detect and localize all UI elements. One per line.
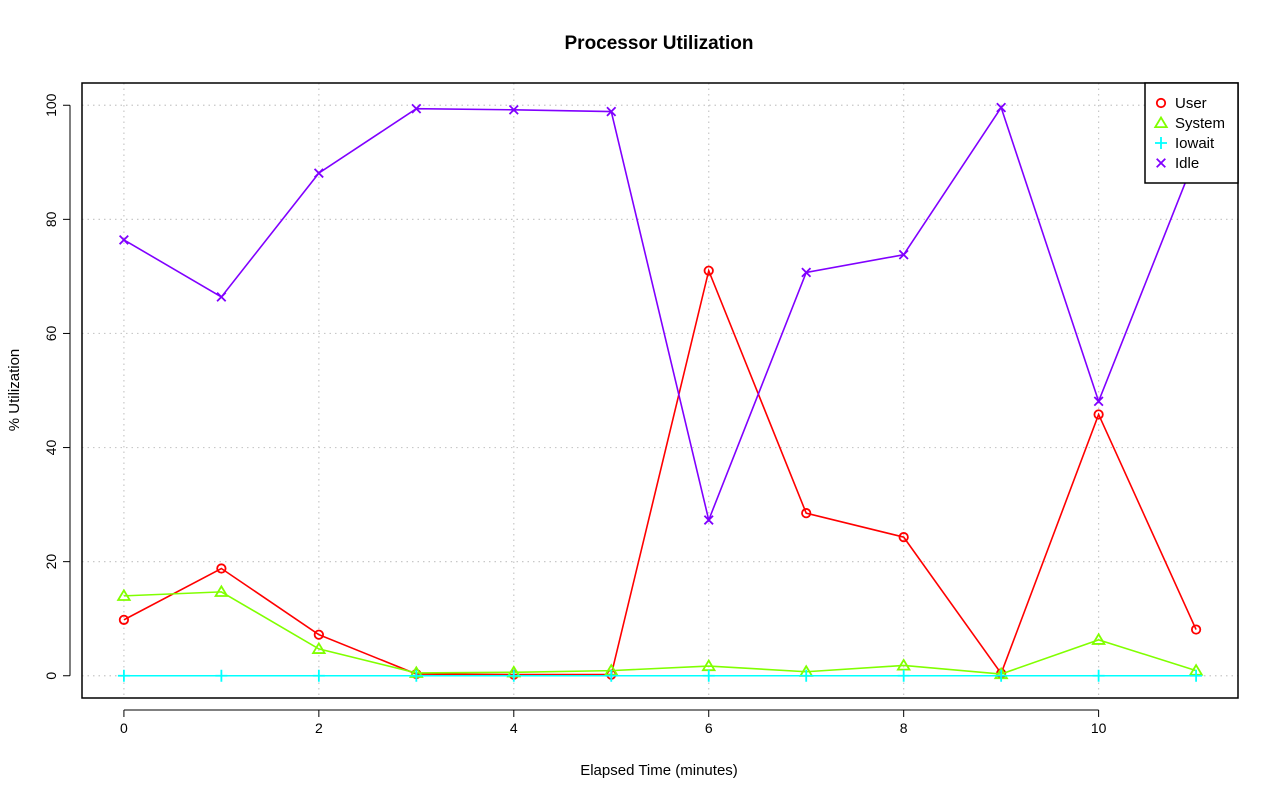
legend-item-user: User [1155, 95, 1207, 112]
data-point-iowait [800, 669, 813, 682]
data-point-user [898, 532, 909, 543]
legend-marker-user [1155, 97, 1167, 109]
data-point-iowait [605, 669, 618, 682]
legend-item-idle: Idle [1156, 155, 1199, 172]
data-point-system [214, 584, 229, 597]
data-point-user [703, 265, 714, 276]
series-line-system [123, 591, 1197, 675]
series-line-idle [123, 105, 1197, 523]
x-tick-label: 4 [510, 720, 518, 736]
data-point-iowait [507, 669, 520, 682]
data-point-user [313, 629, 324, 640]
data-point-idle [801, 267, 812, 278]
data-point-iowait [1092, 669, 1105, 682]
series-iowait [117, 669, 1203, 682]
y-tick-label: 60 [43, 325, 59, 341]
series-system [116, 584, 1204, 680]
data-point-system [311, 641, 327, 654]
data-point-iowait [410, 669, 423, 682]
data-point-user [1190, 624, 1202, 635]
data-point-iowait [117, 669, 130, 682]
data-point-user [118, 614, 130, 625]
y-tick-label: 0 [43, 672, 59, 680]
data-point-iowait [995, 669, 1008, 682]
legend-label-system: System [1175, 115, 1225, 132]
data-point-user [1093, 409, 1104, 420]
plot-frame [81, 82, 1239, 699]
data-point-system [116, 588, 132, 601]
y-axis-label: % Utilization [6, 349, 23, 432]
legend-label-user: User [1175, 95, 1207, 112]
data-point-idle [898, 249, 909, 260]
y-tick-label: 20 [43, 554, 59, 570]
y-tick-label: 40 [43, 440, 59, 456]
data-point-iowait [215, 669, 228, 682]
data-point-idle [313, 168, 324, 179]
data-point-iowait [702, 669, 715, 682]
x-tick-label: 10 [1091, 720, 1107, 736]
grid-lines [82, 83, 1238, 698]
x-axis-label: Elapsed Time (minutes) [580, 762, 738, 779]
data-point-idle [606, 106, 617, 117]
legend-item-iowait: Iowait [1155, 135, 1215, 152]
series-idle [118, 102, 1202, 525]
x-tick-label: 2 [315, 720, 323, 736]
series-layer [116, 102, 1204, 682]
data-point-user [216, 563, 227, 574]
data-point-system [896, 658, 912, 671]
legend-marker-idle [1156, 158, 1166, 168]
data-point-system [1091, 632, 1106, 645]
data-point-idle [703, 515, 714, 525]
series-user [118, 265, 1202, 680]
legend-label-idle: Idle [1175, 155, 1199, 172]
data-point-idle [1093, 396, 1104, 407]
legend-label-iowait: Iowait [1175, 135, 1215, 152]
y-tick-label: 100 [43, 93, 59, 117]
legend-item-system: System [1153, 115, 1225, 132]
legend-marker-iowait [1155, 137, 1167, 149]
x-tick-label: 8 [900, 720, 908, 736]
data-point-idle [508, 104, 519, 115]
data-point-idle [118, 234, 129, 245]
data-point-iowait [1190, 669, 1203, 682]
x-tick-label: 6 [705, 720, 713, 736]
data-point-idle [996, 102, 1007, 113]
chart-title: Processor Utilization [565, 33, 754, 54]
series-line-user [123, 268, 1197, 676]
data-point-idle [411, 103, 422, 114]
data-point-iowait [897, 669, 910, 682]
legend-marker-system [1153, 115, 1169, 129]
x-tick-label: 0 [120, 720, 128, 736]
data-point-idle [216, 292, 227, 302]
data-point-user [801, 508, 812, 519]
legend: User System Iowait Idle [1144, 82, 1239, 184]
y-tick-label: 80 [43, 211, 59, 227]
data-point-iowait [312, 669, 325, 682]
